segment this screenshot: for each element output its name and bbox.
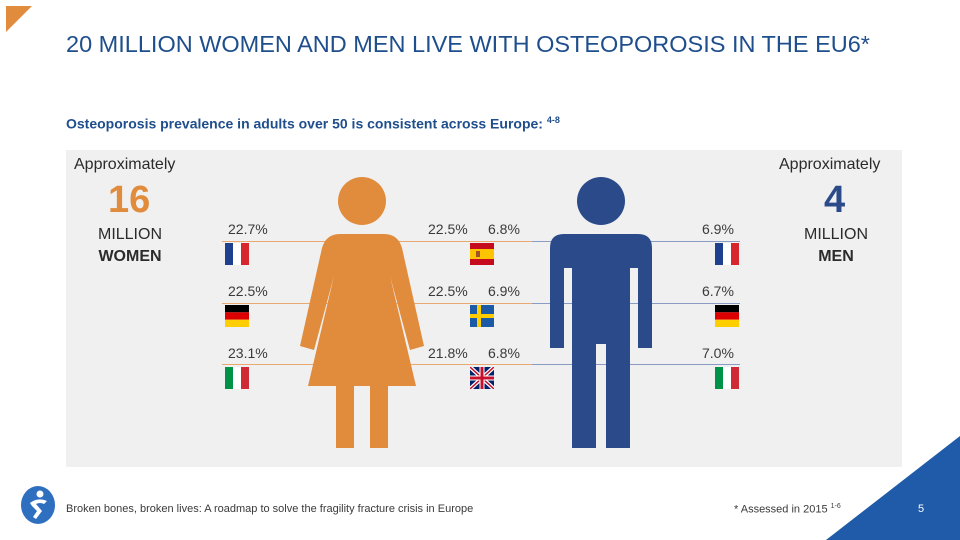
man-figure-icon [550, 177, 652, 448]
italy-flag-icon [715, 367, 739, 389]
page-subtitle: Osteoporosis prevalence in adults over 5… [66, 115, 560, 132]
sweden-flag-icon [470, 305, 494, 327]
women-unit: MILLION [97, 226, 162, 243]
page-number: 5 [918, 503, 925, 515]
men-right-percent-2: 6.7% [702, 283, 734, 299]
women-left-percent-2: 22.5% [228, 283, 268, 299]
women-group: WOMEN [98, 248, 162, 265]
woman-figure-icon [300, 177, 424, 448]
men-left-percent-2: 6.9% [488, 283, 520, 299]
germany-flag-icon [715, 305, 739, 327]
france-flag-icon [225, 243, 249, 265]
footnote: * Assessed in 2015 1-6 [734, 503, 841, 516]
italy-flag-icon [225, 367, 249, 389]
women-left-percent-3: 23.1% [228, 345, 268, 361]
men-group: MEN [818, 248, 854, 265]
subtitle-references: 4-8 [546, 115, 560, 125]
women-right-percent-3: 21.8% [428, 345, 468, 361]
organization-logo-icon [21, 486, 55, 524]
page-title: 20 MILLION WOMEN AND MEN LIVE WITH OSTEO… [66, 31, 870, 57]
spain-flag-icon [470, 243, 494, 265]
men-approximately-label: Approximately [779, 156, 881, 173]
women-approximately-label: Approximately [74, 156, 176, 173]
footnote-references: 1-6 [830, 503, 841, 510]
row-line-men-2 [532, 303, 740, 304]
women-million-label: MILLION WOMEN [84, 224, 176, 268]
germany-flag-icon [225, 305, 249, 327]
men-right-percent-1: 6.9% [702, 221, 734, 237]
united-kingdom-flag-icon [470, 367, 494, 389]
women-left-percent-1: 22.7% [228, 221, 268, 237]
men-left-percent-1: 6.8% [488, 221, 520, 237]
footnote-text: * Assessed in 2015 [734, 503, 828, 516]
corner-blue-decoration [826, 436, 960, 540]
men-right-percent-3: 7.0% [702, 345, 734, 361]
row-line-men-3 [532, 364, 740, 365]
women-right-percent-2: 22.5% [428, 283, 468, 299]
men-left-percent-3: 6.8% [488, 345, 520, 361]
source-citation: Broken bones, broken lives: A roadmap to… [66, 503, 474, 515]
women-right-percent-1: 22.5% [428, 221, 468, 237]
women-number: 16 [108, 179, 151, 221]
men-unit: MILLION [803, 226, 868, 243]
corner-triangle-decoration [6, 6, 32, 32]
france-flag-icon [715, 243, 739, 265]
subtitle-text: Osteoporosis prevalence in adults over 5… [66, 115, 543, 132]
men-million-label: MILLION MEN [790, 224, 882, 268]
men-number: 4 [824, 179, 846, 221]
